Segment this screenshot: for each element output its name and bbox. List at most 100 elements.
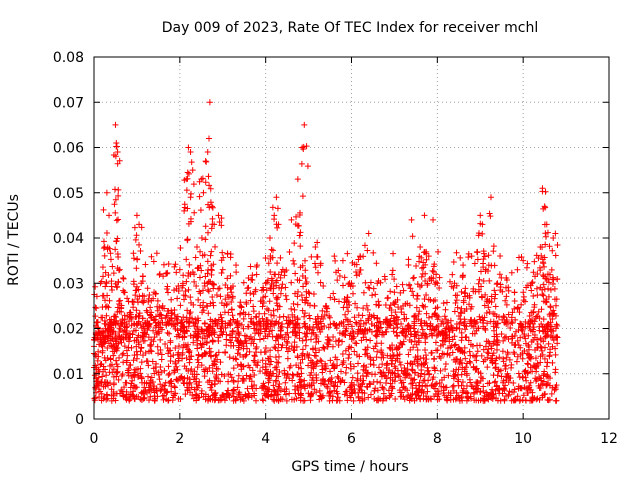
data-point: [387, 302, 394, 309]
data-point: [544, 229, 551, 236]
data-point: [420, 389, 427, 396]
data-point: [160, 261, 167, 268]
data-point: [447, 396, 454, 403]
data-point: [354, 377, 361, 384]
data-point: [487, 213, 494, 220]
data-point: [363, 302, 370, 309]
data-point: [457, 309, 464, 316]
data-point: [510, 349, 517, 356]
data-point: [344, 317, 351, 324]
data-point: [430, 263, 437, 270]
data-point: [511, 305, 518, 312]
data-point: [406, 397, 413, 404]
data-point: [405, 351, 412, 358]
data-point: [335, 394, 342, 401]
data-point: [313, 389, 320, 396]
data-point: [433, 312, 440, 319]
data-point: [175, 395, 182, 402]
data-point: [424, 388, 431, 395]
data-point: [422, 339, 429, 346]
data-point: [319, 307, 326, 314]
data-point: [101, 379, 108, 386]
data-point: [392, 396, 399, 403]
data-point: [211, 221, 218, 228]
data-point: [161, 392, 168, 399]
data-point: [370, 357, 377, 364]
data-point: [96, 329, 103, 336]
data-point: [330, 361, 337, 368]
data-point: [102, 366, 109, 373]
data-point: [415, 382, 422, 389]
data-point: [440, 320, 447, 327]
data-point: [285, 334, 292, 341]
data-point: [347, 394, 354, 401]
data-point: [171, 263, 178, 270]
data-point: [525, 361, 532, 368]
data-point: [140, 395, 147, 402]
data-point: [197, 248, 204, 255]
data-point: [230, 377, 237, 384]
data-point: [538, 347, 545, 354]
data-point: [294, 176, 301, 183]
data-point: [446, 334, 453, 341]
data-point: [184, 237, 191, 244]
data-point: [289, 377, 296, 384]
data-point: [108, 342, 115, 349]
data-point: [330, 290, 337, 297]
data-point: [222, 281, 229, 288]
data-point: [484, 391, 491, 398]
data-point: [112, 209, 119, 216]
data-point: [128, 322, 135, 329]
data-point: [190, 334, 197, 341]
data-point: [183, 278, 190, 285]
data-point: [115, 376, 122, 383]
data-point: [108, 386, 115, 393]
data-point: [99, 292, 106, 299]
data-point: [396, 373, 403, 380]
data-point: [224, 275, 231, 282]
data-point: [492, 303, 499, 310]
data-point: [256, 336, 263, 343]
data-point: [299, 262, 306, 269]
data-point: [185, 170, 192, 177]
data-point: [218, 222, 225, 229]
data-point: [218, 270, 225, 277]
data-point: [538, 306, 545, 313]
data-point: [277, 254, 284, 261]
data-point: [342, 311, 349, 318]
data-point: [120, 275, 127, 282]
data-point: [290, 257, 297, 264]
data-point: [468, 303, 475, 310]
data-point: [383, 317, 390, 324]
data-point: [332, 257, 339, 264]
data-point: [411, 318, 418, 325]
data-point: [376, 318, 383, 325]
data-point: [522, 298, 529, 305]
data-point: [261, 310, 268, 317]
data-point: [474, 380, 481, 387]
data-point: [334, 362, 341, 369]
data-point: [418, 282, 425, 289]
data-point: [374, 348, 381, 355]
data-point: [187, 215, 194, 222]
data-point: [252, 286, 259, 293]
data-point: [493, 355, 500, 362]
data-point: [408, 338, 415, 345]
data-point: [442, 332, 449, 339]
data-point: [242, 311, 249, 318]
data-point: [210, 261, 217, 268]
data-point: [208, 266, 215, 273]
data-point: [391, 289, 398, 296]
data-point: [346, 343, 353, 350]
data-point: [468, 383, 475, 390]
data-point: [230, 365, 237, 372]
data-point: [397, 339, 404, 346]
data-point: [191, 271, 198, 278]
data-point: [367, 354, 374, 361]
data-point: [367, 279, 374, 286]
data-point: [340, 282, 347, 289]
data-point: [107, 322, 114, 329]
data-point: [112, 246, 119, 253]
data-point: [533, 285, 540, 292]
data-point: [549, 359, 556, 366]
